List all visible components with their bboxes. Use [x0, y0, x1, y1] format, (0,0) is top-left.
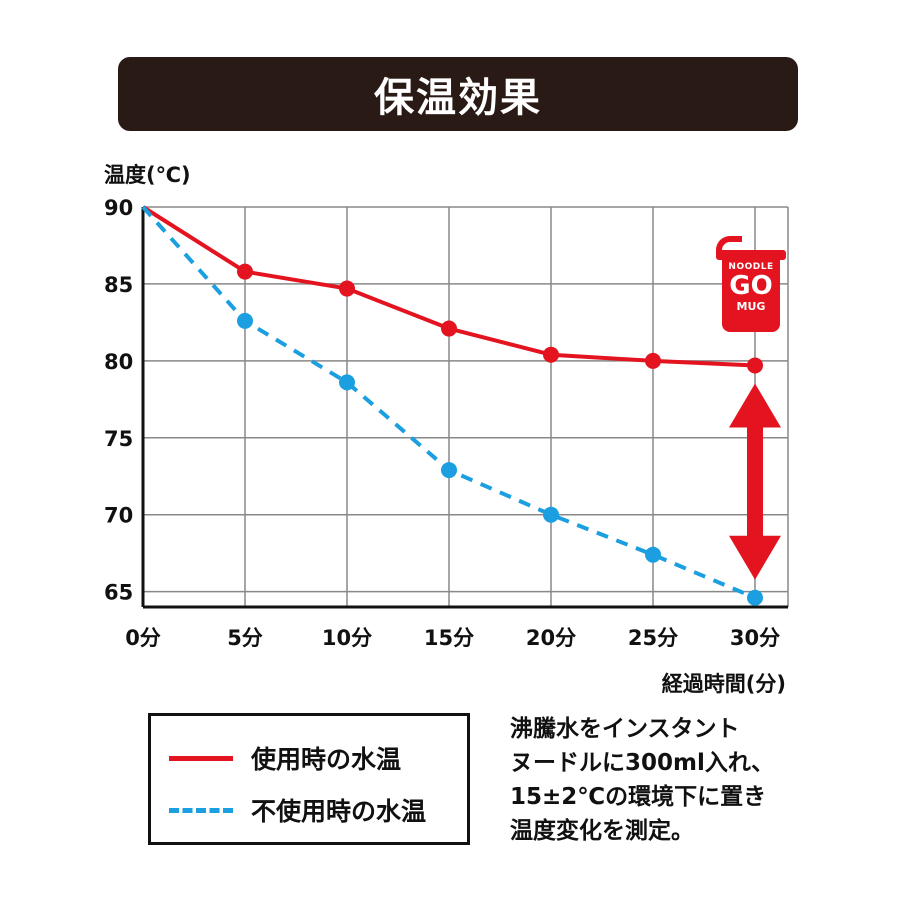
difference-arrow — [729, 383, 781, 580]
y-tick-label: 80 — [104, 350, 133, 374]
data-point-used — [543, 346, 559, 363]
legend-label-unused: 不使用時の水温 — [251, 797, 427, 826]
logo-line-1: NOODLE — [728, 262, 774, 272]
data-point-used — [441, 320, 457, 337]
x-axis-label: 経過時間(分) — [662, 672, 786, 696]
title-bar: 保温効果 — [118, 57, 798, 131]
data-point-used — [645, 352, 661, 369]
legend-label-used: 使用時の水温 — [251, 745, 402, 774]
noodle-go-mug-logo: NOODLE GO MUG — [716, 236, 786, 336]
mug-rim-shape — [716, 250, 786, 260]
note-line: 15±2℃の環境下に置き — [510, 784, 767, 810]
data-point-unused — [747, 589, 763, 606]
x-tick-label: 20分 — [526, 626, 576, 650]
mug-body-shape — [722, 256, 780, 332]
legend-swatch-dashed — [169, 807, 233, 813]
mug-handle-shape — [716, 236, 742, 254]
x-tick-label: 10分 — [322, 626, 372, 650]
logo-line-3: MUG — [736, 300, 766, 313]
y-tick-label: 90 — [104, 196, 133, 220]
x-tick-label: 5分 — [227, 626, 263, 650]
y-tick-label: 85 — [104, 273, 133, 297]
legend-swatch-solid — [169, 755, 233, 761]
data-point-unused — [339, 374, 355, 391]
legend-item-used: 使用時の水温 — [169, 740, 401, 776]
data-point-used — [237, 263, 253, 280]
logo-line-2: GO — [729, 271, 773, 301]
y-tick-label: 70 — [104, 504, 133, 528]
y-tick-label: 75 — [104, 427, 133, 451]
y-axis-label: 温度(℃) — [104, 163, 191, 187]
data-point-unused — [645, 546, 661, 563]
measurement-note: 沸騰水をインスタント ヌードルに300ml入れ、 15±2℃の環境下に置き 温度… — [510, 712, 810, 848]
legend: 使用時の水温 不使用時の水温 — [148, 713, 470, 845]
note-line: ヌードルに300ml入れ、 — [510, 750, 775, 776]
mug-logo-text: NOODLE GO MUG — [722, 262, 780, 313]
chart-title: 保温効果 — [374, 75, 542, 121]
data-point-unused — [441, 462, 457, 479]
note-line: 沸騰水をインスタント — [510, 716, 740, 742]
data-point-unused — [237, 312, 253, 329]
note-line: 温度変化を測定。 — [510, 818, 694, 844]
data-point-used — [747, 357, 763, 374]
data-point-unused — [543, 506, 559, 523]
x-tick-label: 25分 — [628, 626, 678, 650]
x-tick-label: 30分 — [730, 626, 780, 650]
data-point-used — [339, 280, 355, 297]
y-tick-label: 65 — [104, 581, 133, 605]
x-tick-label: 0分 — [125, 626, 161, 650]
legend-item-unused: 不使用時の水温 — [169, 792, 426, 828]
x-tick-label: 15分 — [424, 626, 474, 650]
